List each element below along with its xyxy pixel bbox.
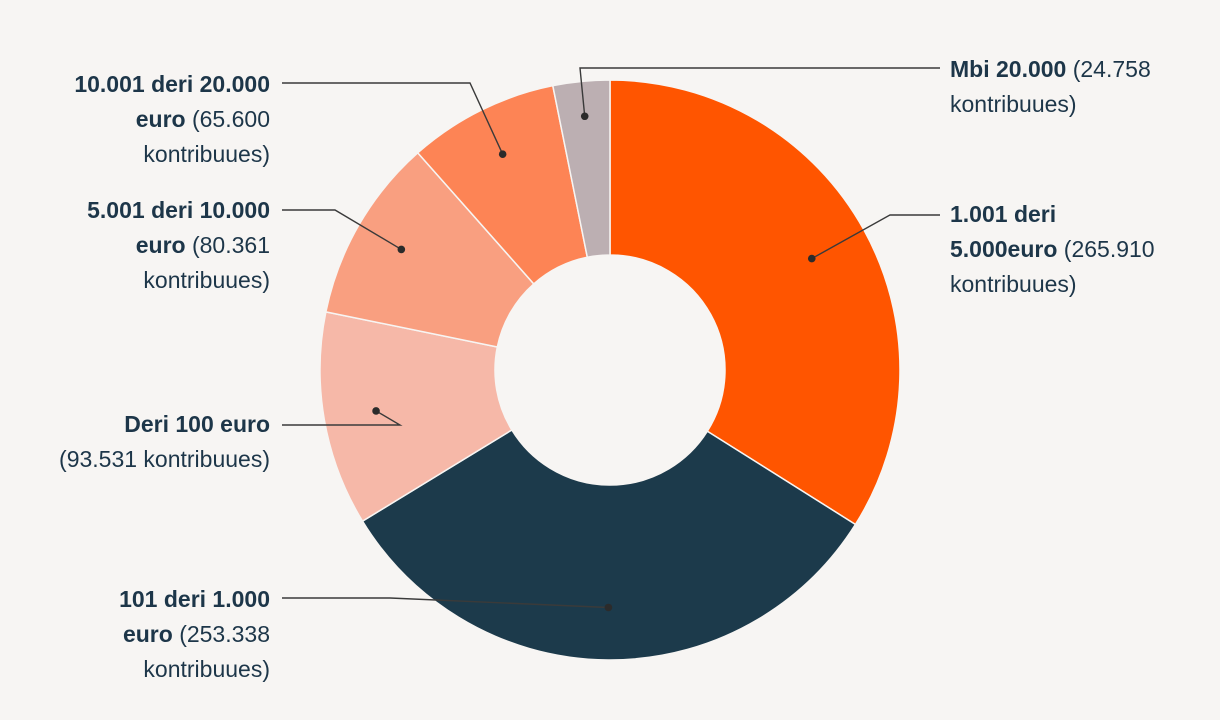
label-5001-10000-unit: kontribuues) — [143, 267, 270, 293]
leader-dot-mbi-20000 — [580, 112, 589, 121]
label-101-1000-bold: 101 deri 1.000 — [119, 586, 270, 612]
label-10001-20000-bold: 10.001 deri 20.000 — [74, 71, 270, 97]
label-1001-5000-count: (265.910 — [1063, 236, 1155, 262]
label-101-1000-count: (253.338 — [179, 621, 270, 647]
leader-line-deri-100 — [282, 410, 403, 426]
label-1001-5000: 1.001 deri 5.000euro (265.910 kontribuue… — [950, 197, 1155, 302]
leader-dot-deri-100 — [372, 407, 380, 415]
label-10001-20000-unit: kontribuues) — [143, 141, 270, 167]
label-10001-20000: 10.001 deri 20.000 euro (65.600 kontribu… — [74, 67, 270, 172]
label-1001-5000-bold: 1.001 deri — [950, 201, 1057, 227]
label-101-1000-bold2: euro — [122, 621, 173, 647]
label-mbi-20000: Mbi 20.000 (24.758 kontribuues) — [950, 52, 1151, 122]
slice-deri-100 — [319, 311, 513, 523]
label-deri-100-bold: Deri 100 euro — [124, 411, 270, 437]
label-101-1000-unit: kontribuues) — [143, 656, 270, 682]
label-deri-100: Deri 100 euro (93.531 kontribuues) — [59, 407, 270, 477]
leader-dot-5001-10000 — [397, 245, 406, 254]
leader-line-1001-5000 — [811, 214, 940, 260]
label-mbi-20000-count: (24.758 — [1072, 56, 1151, 82]
slice-mbi-20000 — [551, 79, 611, 259]
label-mbi-20000-bold: Mbi 20.000 — [950, 56, 1067, 82]
leader-line-10001-20000 — [282, 82, 504, 155]
leader-line-5001-10000 — [282, 209, 402, 251]
leader-line-101-1000 — [282, 597, 609, 609]
leader-dot-1001-5000 — [807, 254, 816, 263]
label-deri-100-count: (93.531 kontribuues) — [59, 446, 270, 472]
slice-5001-10000 — [324, 151, 535, 348]
label-5001-10000-bold2: euro — [135, 232, 186, 258]
label-mbi-20000-unit: kontribuues) — [950, 91, 1077, 117]
label-5001-10000: 5.001 deri 10.000 euro (80.361 kontribuu… — [87, 193, 270, 298]
label-101-1000: 101 deri 1.000 euro (253.338 kontribuues… — [119, 582, 270, 687]
label-10001-20000-bold2: euro — [135, 106, 186, 132]
label-5001-10000-count: (80.361 — [191, 232, 270, 258]
label-10001-20000-count: (65.600 — [191, 106, 270, 132]
slice-1001-5000 — [609, 79, 901, 526]
label-5001-10000-bold: 5.001 deri 10.000 — [87, 197, 270, 223]
leader-line-mbi-20000 — [579, 67, 940, 117]
leader-dot-101-1000 — [604, 603, 613, 612]
label-1001-5000-unit: kontribuues) — [950, 271, 1077, 297]
label-1001-5000-bold2: 5.000euro — [950, 236, 1058, 262]
leader-dot-10001-20000 — [498, 150, 507, 159]
